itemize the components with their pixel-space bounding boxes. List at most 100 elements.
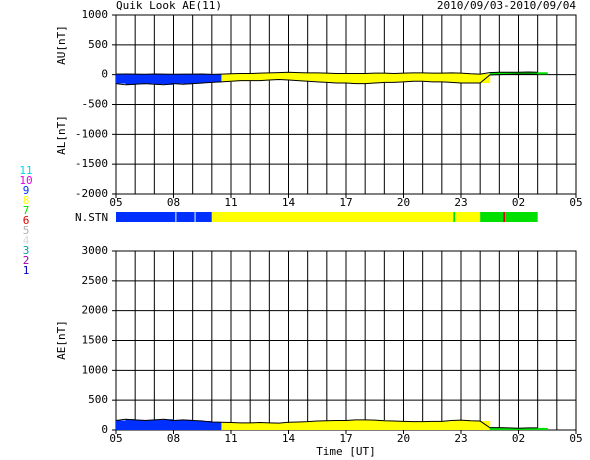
legend-label: 7 xyxy=(23,204,30,217)
range-bar xyxy=(461,73,472,84)
range-bar xyxy=(269,72,280,81)
station-segment xyxy=(503,212,506,222)
area-bar xyxy=(374,420,385,430)
y-tick-label: 1000 xyxy=(82,363,109,376)
range-bar xyxy=(135,74,146,85)
series-line xyxy=(115,71,538,75)
area-bar xyxy=(489,427,500,430)
area-bar xyxy=(470,420,481,430)
x-tick-label: 17 xyxy=(339,432,352,445)
area-bar xyxy=(393,421,404,430)
range-bar xyxy=(326,73,337,83)
area-bar xyxy=(202,421,213,430)
range-bar xyxy=(250,73,261,81)
range-bar xyxy=(192,74,203,84)
x-tick-label: 14 xyxy=(282,196,296,209)
station-segment xyxy=(505,212,538,222)
range-bar xyxy=(221,74,232,82)
range-bar xyxy=(259,73,270,81)
legend-label: 6 xyxy=(23,214,30,227)
range-bar xyxy=(202,73,213,84)
area-bar xyxy=(183,419,194,430)
y-axis-label: AE[nT] xyxy=(55,320,68,360)
y-tick-label: 500 xyxy=(88,38,108,51)
range-bar xyxy=(537,72,548,75)
y-tick-label: 2000 xyxy=(82,304,109,317)
x-tick-label: 05 xyxy=(569,432,582,445)
area-bar xyxy=(298,421,309,430)
x-tick-label: 05 xyxy=(109,196,122,209)
range-bar xyxy=(307,72,318,82)
x-tick-label: 02 xyxy=(512,196,525,209)
chart-title: Quik Look AE(11) xyxy=(116,0,222,12)
area-bar xyxy=(317,421,328,430)
legend-label: 10 xyxy=(19,174,32,187)
area-bar xyxy=(259,422,270,430)
y-tick-label: 1500 xyxy=(82,334,109,347)
area-bar xyxy=(163,419,174,430)
range-bar xyxy=(470,73,481,84)
area-bar xyxy=(365,419,376,430)
range-bar xyxy=(451,72,462,83)
area-bar xyxy=(154,419,165,430)
range-bar xyxy=(125,73,136,85)
range-bar xyxy=(518,72,529,75)
area-bar xyxy=(144,420,155,430)
area-bar xyxy=(278,423,289,430)
range-bar xyxy=(154,73,165,85)
area-bar xyxy=(499,427,510,430)
area-bar xyxy=(326,420,337,430)
area-bar xyxy=(192,420,203,430)
legend-label: 8 xyxy=(23,194,30,207)
range-bar xyxy=(336,73,347,84)
x-tick-label: 08 xyxy=(167,432,180,445)
range-bar xyxy=(116,74,127,84)
range-bar xyxy=(528,71,539,75)
area-bar xyxy=(250,422,261,430)
x-tick-label: 08 xyxy=(167,196,180,209)
station-segment xyxy=(176,212,195,222)
area-bar xyxy=(461,420,472,430)
area-bar xyxy=(288,422,299,430)
area-bar xyxy=(480,421,491,430)
station-segment xyxy=(455,212,481,222)
range-bar xyxy=(441,73,452,82)
range-bar xyxy=(298,72,309,81)
range-bar xyxy=(489,72,500,75)
area-bar xyxy=(518,428,529,430)
y-tick-label: 2500 xyxy=(82,274,109,287)
station-segment xyxy=(453,212,456,222)
date-range: 2010/09/03-2010/09/04 xyxy=(437,0,576,12)
y-tick-label: 3000 xyxy=(82,244,109,257)
x-axis-label: Time [UT] xyxy=(316,445,376,458)
area-bar xyxy=(403,421,414,430)
range-bar xyxy=(144,74,155,84)
range-bar xyxy=(278,72,289,80)
range-bar xyxy=(211,74,222,83)
series-line xyxy=(115,73,538,86)
area-bar xyxy=(240,422,251,430)
area-bar xyxy=(221,422,232,430)
range-bar xyxy=(163,74,174,85)
range-bar xyxy=(413,72,424,82)
x-tick-label: 17 xyxy=(339,196,352,209)
range-bar xyxy=(183,74,194,85)
range-bar xyxy=(422,72,433,82)
range-bar xyxy=(374,73,385,84)
area-bar xyxy=(231,422,242,430)
range-bar xyxy=(384,73,395,83)
legend-label: 1 xyxy=(23,264,30,277)
x-tick-label: 11 xyxy=(224,432,237,445)
range-bar xyxy=(403,73,414,82)
area-bar xyxy=(432,421,443,430)
x-tick-label: 05 xyxy=(569,196,582,209)
x-tick-label: 20 xyxy=(397,196,410,209)
x-tick-label: 11 xyxy=(224,196,237,209)
station-segment xyxy=(116,212,176,222)
range-bar xyxy=(365,73,376,84)
range-bar xyxy=(346,73,357,84)
series-line xyxy=(115,418,538,429)
x-tick-label: 05 xyxy=(109,432,122,445)
area-bar xyxy=(336,420,347,430)
